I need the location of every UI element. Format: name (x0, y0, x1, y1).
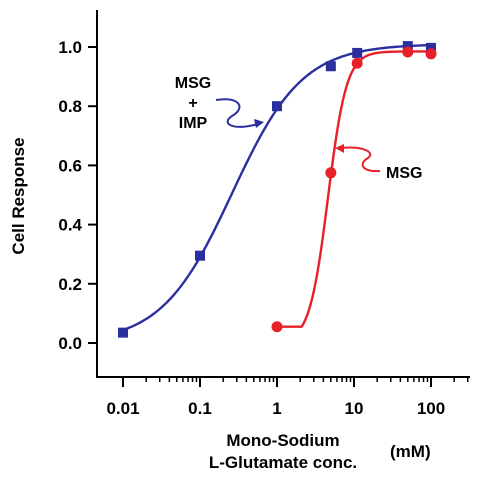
annotation-msg-imp-arrow (215, 98, 259, 128)
y-tick-label: 0.2 (58, 275, 82, 294)
x-axis-title-line-1: Mono-Sodium (226, 431, 339, 450)
annotation-msg-imp-line-1: MSG (175, 75, 211, 92)
annotation-msg: MSG (335, 144, 422, 182)
annotation-msg-arrowhead (335, 144, 344, 153)
data-point-msg (351, 57, 363, 69)
data-point-msg (425, 48, 437, 60)
y-tick-label: 0.4 (58, 216, 82, 235)
x-tick-label: 0.1 (188, 399, 212, 418)
axes (96, 10, 470, 378)
data-point-msg (325, 167, 337, 179)
series-layer (118, 41, 437, 338)
data-point-msg (402, 46, 414, 58)
annotation-msg-imp-line-2: + (188, 95, 197, 112)
series-line-msg (276, 50, 432, 329)
annotation-msg-imp: MSG + IMP (175, 75, 264, 132)
x-axis-title-line-2: L-Glutamate conc. (209, 453, 357, 472)
data-point-msg-imp (195, 250, 205, 261)
data-point-msg-imp (352, 47, 363, 58)
x-ticks: 0.01 0.1 1 10 100 (106, 377, 469, 418)
x-tick-label: 1 (272, 399, 281, 418)
y-tick-label: 1.0 (58, 38, 82, 57)
data-point-msg-imp (272, 101, 282, 112)
data-point-msg-imp (325, 61, 336, 72)
y-tick-label: 0.8 (58, 97, 82, 116)
annotation-msg-imp-line-3: IMP (179, 115, 208, 132)
x-tick-label: 100 (417, 399, 445, 418)
y-tick-label: 0.0 (58, 334, 82, 353)
x-axis-unit: (mM) (390, 442, 431, 461)
x-tick-label: 10 (345, 399, 364, 418)
y-ticks: 0.0 0.2 0.4 0.6 0.8 1.0 (58, 38, 97, 353)
data-point-msg-imp (426, 42, 436, 53)
y-tick-label: 0.6 (58, 156, 82, 175)
annotation-msg-imp-arrowhead (254, 119, 264, 128)
annotation-msg-label: MSG (386, 165, 422, 182)
annotation-msg-arrow (341, 146, 381, 173)
series-line-msg-imp (122, 43, 432, 332)
data-point-msg (271, 321, 283, 333)
data-point-msg-imp (402, 41, 413, 52)
y-axis-title: Cell Response (9, 137, 28, 254)
x-tick-label: 0.01 (106, 399, 139, 418)
data-point-msg-imp (118, 327, 128, 338)
